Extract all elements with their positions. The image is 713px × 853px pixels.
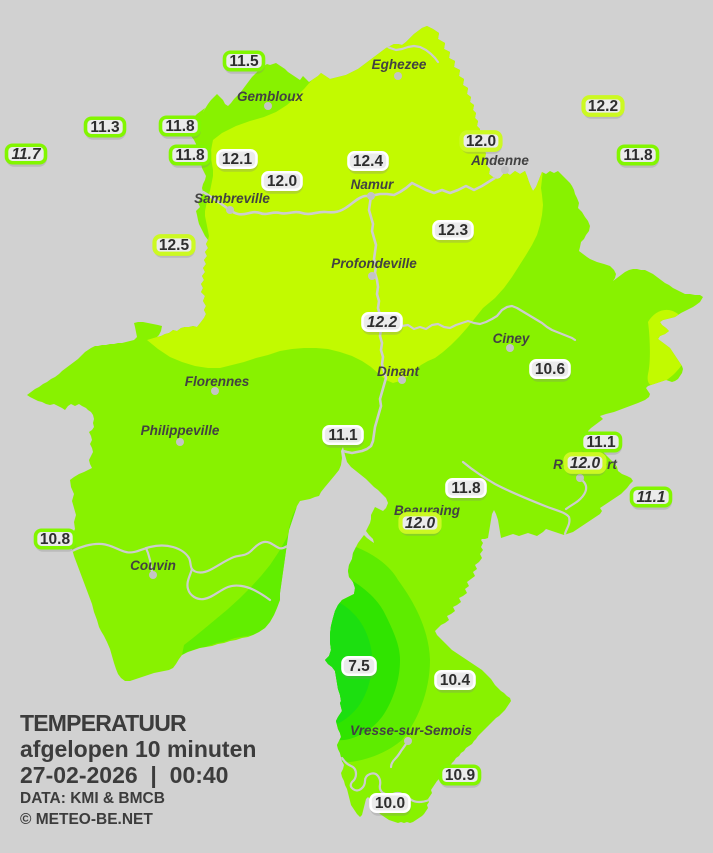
svg-text:Namur: Namur bbox=[351, 177, 395, 192]
svg-text:12.1: 12.1 bbox=[222, 151, 253, 168]
svg-text:7.5: 7.5 bbox=[348, 658, 370, 675]
svg-text:12.0: 12.0 bbox=[405, 515, 436, 532]
svg-text:11.8: 11.8 bbox=[175, 147, 205, 164]
svg-text:12.0: 12.0 bbox=[267, 173, 297, 190]
svg-text:12.2: 12.2 bbox=[367, 314, 398, 331]
svg-text:11.5: 11.5 bbox=[229, 53, 259, 70]
svg-text:Andenne: Andenne bbox=[470, 153, 529, 168]
svg-text:Vresse-sur-Semois: Vresse-sur-Semois bbox=[350, 723, 473, 738]
svg-text:12.0: 12.0 bbox=[466, 133, 496, 150]
svg-text:11.3: 11.3 bbox=[90, 119, 120, 136]
svg-text:11.1: 11.1 bbox=[328, 427, 358, 444]
svg-text:12.2: 12.2 bbox=[588, 98, 618, 115]
svg-text:DATA: KMI & BMCB: DATA: KMI & BMCB bbox=[20, 790, 165, 807]
svg-text:Couvin: Couvin bbox=[130, 558, 176, 573]
svg-text:10.0: 10.0 bbox=[375, 795, 405, 812]
svg-text:TEMPERATUUR: TEMPERATUUR bbox=[20, 710, 187, 736]
svg-text:11.1: 11.1 bbox=[636, 489, 665, 506]
svg-text:11.1: 11.1 bbox=[586, 434, 616, 451]
svg-text:Florennes: Florennes bbox=[185, 374, 250, 389]
svg-text:10.6: 10.6 bbox=[535, 361, 566, 378]
svg-text:Philippeville: Philippeville bbox=[141, 423, 220, 438]
svg-text:12.0: 12.0 bbox=[570, 455, 601, 472]
svg-text:12.4: 12.4 bbox=[353, 153, 384, 170]
svg-text:11.8: 11.8 bbox=[623, 147, 653, 164]
svg-text:11.8: 11.8 bbox=[165, 118, 195, 135]
svg-text:© METEO-BE.NET: © METEO-BE.NET bbox=[20, 811, 153, 828]
svg-text:Profondeville: Profondeville bbox=[331, 256, 417, 271]
svg-text:afgelopen 10 minuten: afgelopen 10 minuten bbox=[20, 736, 256, 762]
svg-text:12.3: 12.3 bbox=[438, 222, 469, 239]
svg-text:Eghezee: Eghezee bbox=[372, 57, 427, 72]
svg-text:Dinant: Dinant bbox=[377, 364, 420, 379]
svg-text:Sambreville: Sambreville bbox=[194, 191, 270, 206]
svg-text:27-02-2026 | 00:40: 27-02-2026 | 00:40 bbox=[20, 762, 228, 788]
svg-text:10.8: 10.8 bbox=[40, 531, 71, 548]
svg-text:11.8: 11.8 bbox=[451, 480, 481, 497]
svg-text:10.9: 10.9 bbox=[445, 767, 476, 784]
svg-text:Gembloux: Gembloux bbox=[237, 89, 304, 104]
svg-text:11.7: 11.7 bbox=[11, 146, 41, 163]
svg-text:Ciney: Ciney bbox=[493, 331, 531, 346]
svg-text:12.5: 12.5 bbox=[159, 237, 190, 254]
svg-text:10.4: 10.4 bbox=[440, 672, 471, 689]
